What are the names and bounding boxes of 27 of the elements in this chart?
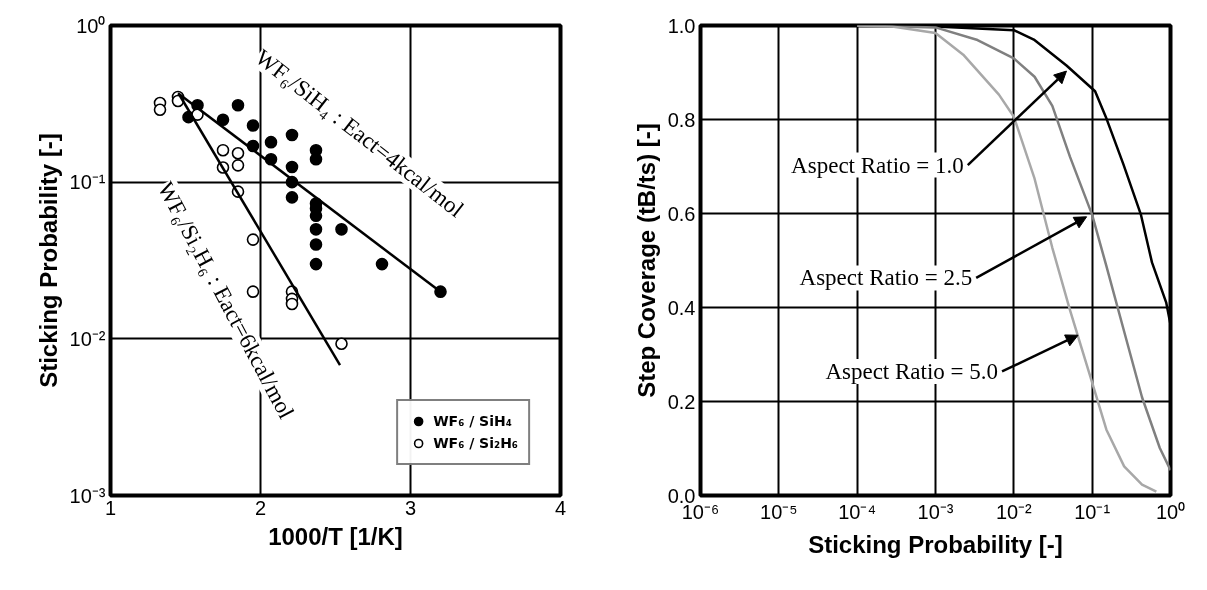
y-tick-label: 10⁻¹ bbox=[69, 171, 106, 194]
legend-label: WF₆ / Si₂H₆ bbox=[433, 435, 518, 451]
x-tick-label: 10⁻² bbox=[995, 500, 1033, 523]
y-tick-label: 0.4 bbox=[667, 296, 696, 319]
x-tick-label: 10⁰ bbox=[1155, 500, 1186, 523]
x-tick-label: 1 bbox=[104, 496, 117, 519]
x-tick-label: 10⁻¹ bbox=[1074, 500, 1111, 523]
x-tick-label: 4 bbox=[554, 496, 567, 519]
x-tick-label: 10⁻³ bbox=[917, 500, 954, 523]
legend-label: WF₆ / SiH₄ bbox=[433, 413, 512, 429]
y-tick-label: 0.8 bbox=[667, 108, 696, 131]
x-axis-title: Sticking Probability [-] bbox=[808, 530, 1063, 558]
y-axis-title: Sticking Probability [-] bbox=[34, 133, 62, 388]
y-axis-title: Step Coverage (tB/ts) [-] bbox=[632, 123, 660, 398]
x-axis-title: 1000/T [1/K] bbox=[268, 522, 403, 550]
y-tick-label: 0.2 bbox=[667, 390, 696, 413]
annotation: Aspect Ratio = 2.5 bbox=[799, 265, 973, 291]
x-tick-label: 2 bbox=[254, 496, 267, 519]
annotation: Aspect Ratio = 5.0 bbox=[825, 358, 999, 384]
y-tick-label: 10⁰ bbox=[76, 14, 106, 37]
x-tick-label: 10⁻⁴ bbox=[838, 500, 877, 523]
annotation: Aspect Ratio = 1.0 bbox=[791, 152, 964, 178]
x-tick-label: 10⁻⁵ bbox=[760, 500, 798, 523]
x-tick-label: 3 bbox=[404, 496, 417, 519]
y-tick-label: 1.0 bbox=[667, 14, 696, 37]
y-tick-label: 10⁻² bbox=[69, 327, 106, 350]
y-tick-label: 0.6 bbox=[667, 202, 696, 225]
